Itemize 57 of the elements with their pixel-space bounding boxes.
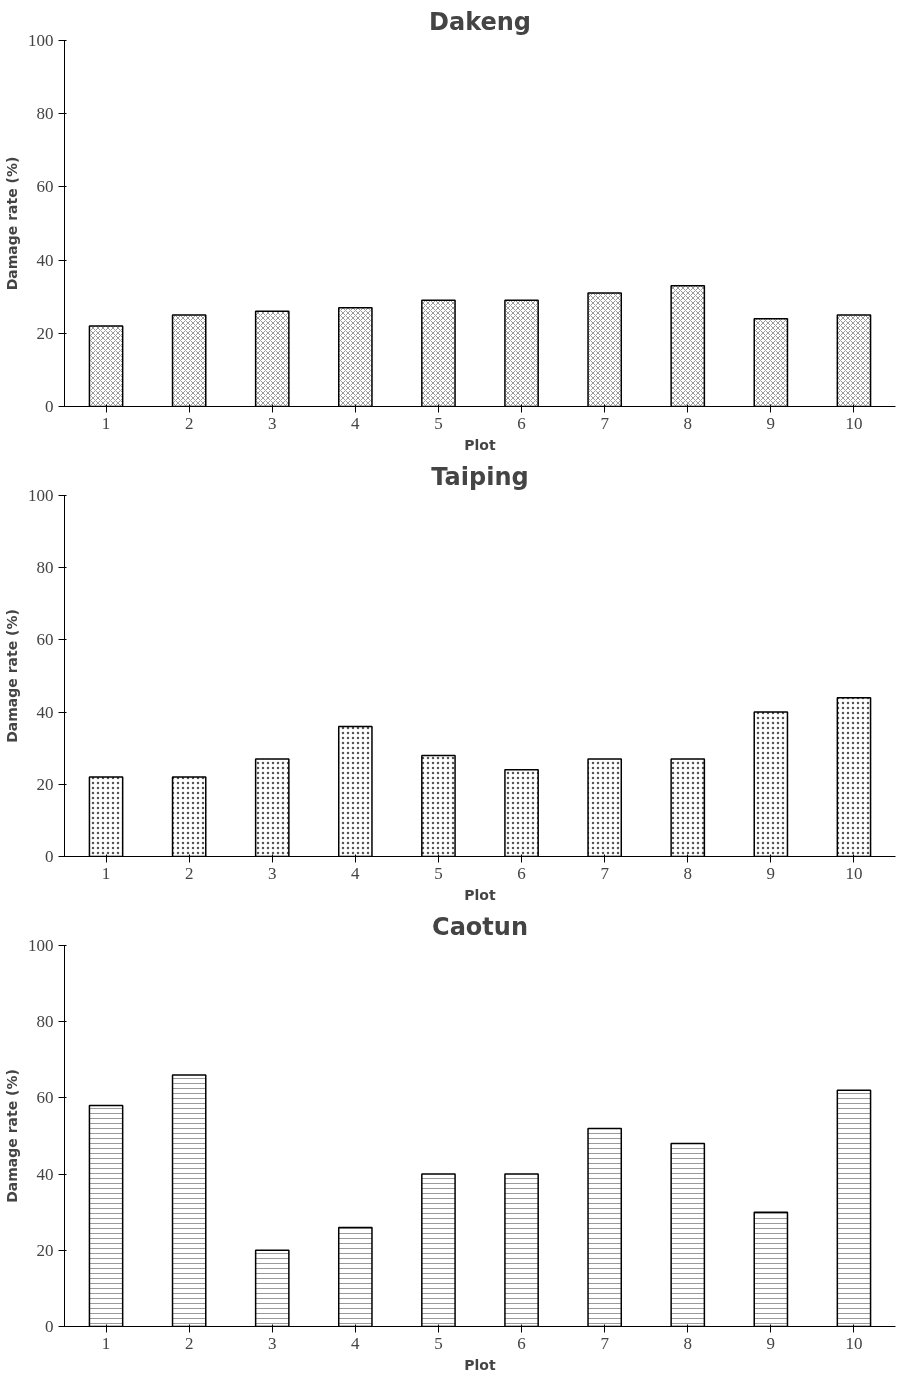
y-tick-label: 20 [36,774,54,794]
x-tick-label: 5 [434,1333,443,1353]
y-tick-label: 40 [36,1164,54,1184]
y-tick-label: 40 [36,250,54,270]
chart-title: Caotun [432,912,528,941]
x-tick-label: 10 [845,413,863,433]
x-tick-label: 9 [766,1333,776,1353]
chart-title: Taiping [431,462,529,491]
x-tick-label: 4 [351,1333,361,1353]
x-tick-label: 1 [101,1333,111,1353]
x-axis-title: Plot [464,886,496,903]
x-tick-label: 4 [351,413,361,433]
y-tick-label: 100 [28,936,54,955]
x-tick-label: 6 [517,413,526,433]
y-tick-label: 60 [36,630,54,650]
y-tick-label: 100 [28,31,54,50]
x-tick-label: 8 [683,1333,692,1353]
y-tick-label: 80 [36,104,54,124]
x-tick-label: 2 [184,413,194,433]
x-tick-label: 2 [184,1333,194,1353]
x-tick-label: 9 [766,863,776,883]
y-tick-label: 40 [36,702,54,722]
x-tick-label: 1 [101,863,111,883]
x-tick-label: 3 [268,1333,277,1353]
x-axis-title: Plot [464,1356,496,1373]
x-tick-label: 6 [517,1333,526,1353]
x-tick-label: 7 [600,863,610,883]
x-tick-label: 8 [683,413,692,433]
x-tick-label: 7 [600,413,610,433]
y-tick-label: 60 [36,1088,54,1108]
x-tick-label: 9 [766,413,776,433]
y-tick-label: 80 [36,1012,54,1032]
y-tick-label: 80 [36,558,54,578]
y-axis-title: Damage rate (%) [4,609,20,743]
x-tick-label: 3 [268,413,277,433]
y-tick-label: 20 [36,323,54,343]
x-axis-title: Plot [464,436,496,453]
x-tick-label: 3 [268,863,277,883]
y-tick-label: 20 [36,1240,54,1260]
x-tick-label: 5 [434,413,443,433]
y-tick-label: 100 [28,486,54,505]
y-tick-label: 60 [36,177,54,197]
x-tick-label: 4 [351,863,361,883]
x-tick-label: 10 [845,1333,863,1353]
x-tick-label: 7 [600,1333,610,1353]
x-tick-label: 10 [845,863,863,883]
x-tick-label: 8 [683,863,692,883]
x-tick-label: 6 [517,863,526,883]
y-axis-title: Damage rate (%) [4,1069,20,1203]
y-tick-label: 0 [45,847,54,866]
x-tick-label: 5 [434,863,443,883]
y-tick-label: 0 [45,1317,54,1336]
y-axis-title: Damage rate (%) [4,156,20,291]
x-tick-label: 1 [101,413,111,433]
chart-title: Dakeng [429,7,531,36]
x-tick-label: 2 [184,863,194,883]
y-tick-label: 0 [45,397,54,416]
